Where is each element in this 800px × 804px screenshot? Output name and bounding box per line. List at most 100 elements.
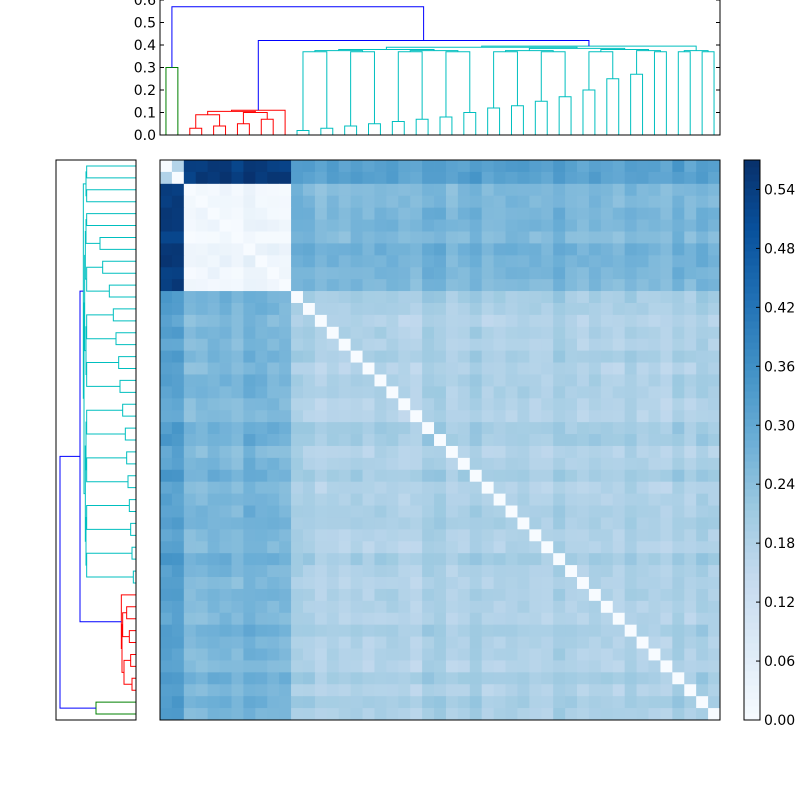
heatmap-cell bbox=[302, 362, 316, 375]
heatmap-cell bbox=[636, 588, 649, 602]
heatmap-cell bbox=[326, 326, 340, 340]
heatmap-cell bbox=[171, 660, 185, 673]
top-dendrogram-link bbox=[189, 127, 203, 135]
heatmap-cell bbox=[291, 326, 304, 340]
heatmap-cell bbox=[505, 600, 518, 614]
heatmap-cell bbox=[553, 243, 566, 256]
heatmap-cell bbox=[469, 469, 483, 483]
colorbar-band bbox=[744, 643, 760, 651]
heatmap-cell bbox=[171, 314, 185, 328]
heatmap-cell bbox=[326, 267, 340, 280]
heatmap-cell bbox=[672, 231, 685, 244]
heatmap-cell bbox=[457, 672, 471, 685]
heatmap-cell bbox=[493, 469, 506, 483]
heatmap-cell bbox=[648, 338, 661, 352]
heatmap-cell bbox=[267, 457, 280, 471]
heatmap-cell bbox=[255, 183, 268, 197]
heatmap-cell bbox=[231, 160, 244, 173]
heatmap-cell bbox=[398, 302, 411, 316]
heatmap-cell bbox=[660, 195, 673, 209]
heatmap-cell bbox=[553, 267, 566, 280]
heatmap-cell bbox=[183, 445, 197, 459]
heatmap-cell bbox=[708, 565, 721, 578]
heatmap-cell bbox=[362, 350, 375, 363]
heatmap-cell bbox=[517, 553, 530, 566]
heatmap-cell bbox=[553, 410, 566, 423]
heatmap-cell bbox=[517, 648, 530, 661]
heatmap-cell bbox=[302, 445, 316, 459]
heatmap-cell bbox=[302, 457, 316, 471]
heatmap-cell bbox=[708, 279, 721, 292]
heatmap-cell bbox=[434, 660, 447, 673]
heatmap-cell bbox=[291, 338, 304, 352]
heatmap-cell bbox=[195, 231, 209, 244]
heatmap-cell bbox=[481, 672, 495, 685]
heatmap-cell bbox=[565, 350, 578, 363]
heatmap-cell bbox=[434, 231, 447, 244]
heatmap-cell bbox=[362, 636, 375, 649]
heatmap-cell bbox=[243, 708, 256, 721]
heatmap-cell bbox=[422, 350, 435, 363]
heatmap-cell bbox=[255, 505, 268, 518]
heatmap-cell bbox=[636, 231, 649, 244]
heatmap-cell bbox=[302, 374, 316, 387]
heatmap-cell bbox=[398, 171, 411, 185]
heatmap-cell bbox=[445, 195, 459, 209]
heatmap-cell bbox=[600, 445, 614, 459]
heatmap-cell bbox=[350, 267, 363, 280]
heatmap-cell bbox=[183, 314, 197, 328]
heatmap-cell bbox=[350, 505, 363, 518]
dendrogram-tick-label: 0.6 bbox=[134, 0, 156, 9]
heatmap-cell bbox=[219, 553, 232, 566]
heatmap-cell bbox=[684, 291, 697, 304]
heatmap-cell bbox=[565, 529, 578, 542]
heatmap-cell bbox=[398, 350, 411, 363]
heatmap-cell bbox=[565, 374, 578, 387]
heatmap-cell bbox=[708, 171, 721, 185]
heatmap-cell bbox=[160, 291, 173, 304]
heatmap-cell bbox=[362, 445, 375, 459]
heatmap-cell bbox=[291, 469, 304, 483]
heatmap-cell bbox=[338, 672, 352, 685]
heatmap-cell bbox=[267, 541, 280, 554]
heatmap-cell bbox=[708, 338, 721, 352]
heatmap-cell bbox=[350, 219, 363, 232]
heatmap-cell bbox=[517, 672, 530, 685]
colorbar-band bbox=[744, 636, 760, 644]
heatmap-cell bbox=[648, 577, 661, 590]
heatmap-cell bbox=[505, 588, 518, 602]
heatmap-cell bbox=[195, 243, 209, 256]
heatmap-cell bbox=[386, 660, 399, 673]
heatmap-cell bbox=[386, 314, 399, 328]
heatmap-cell bbox=[565, 505, 578, 518]
heatmap-cell bbox=[636, 684, 649, 697]
heatmap-cell bbox=[279, 636, 292, 649]
heatmap-cell bbox=[434, 171, 447, 185]
heatmap-cell bbox=[481, 171, 495, 185]
heatmap-cell bbox=[696, 565, 709, 578]
heatmap-cell bbox=[386, 708, 399, 721]
heatmap-cell bbox=[362, 469, 375, 483]
heatmap-cell bbox=[541, 386, 554, 399]
heatmap-cell bbox=[684, 457, 697, 471]
colorbar-band bbox=[744, 160, 760, 168]
heatmap-cell bbox=[541, 445, 554, 459]
heatmap-cell bbox=[517, 505, 530, 518]
heatmap-cell bbox=[672, 493, 685, 506]
heatmap-cell bbox=[660, 481, 673, 495]
heatmap-cell bbox=[231, 493, 244, 506]
colorbar-band bbox=[744, 559, 760, 567]
heatmap-cell bbox=[481, 160, 495, 173]
heatmap-cell bbox=[708, 386, 721, 399]
heatmap-cell bbox=[279, 696, 292, 709]
heatmap-cell bbox=[648, 207, 661, 220]
heatmap-cell bbox=[577, 183, 590, 197]
heatmap-cell bbox=[243, 684, 256, 697]
heatmap-cell bbox=[314, 493, 328, 506]
heatmap-cell bbox=[434, 672, 447, 685]
heatmap-cell bbox=[279, 684, 292, 697]
heatmap-cell bbox=[243, 648, 256, 661]
heatmap-cell bbox=[350, 160, 363, 173]
heatmap-cell bbox=[648, 422, 661, 435]
left-dendrogram-link bbox=[59, 455, 96, 709]
